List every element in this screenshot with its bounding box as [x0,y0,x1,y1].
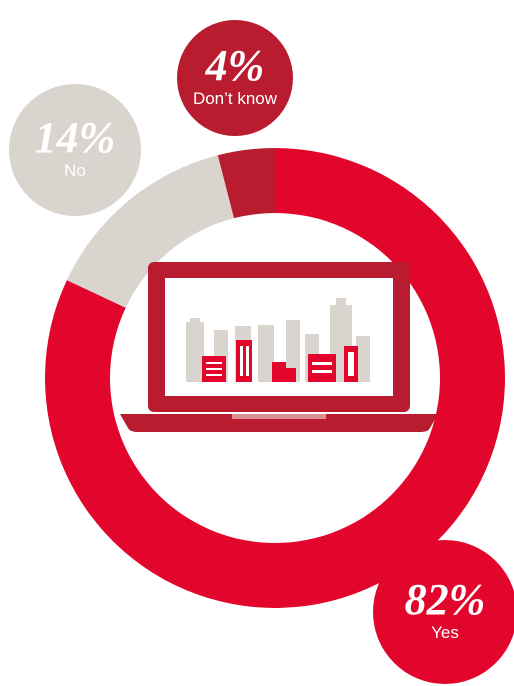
value-label: 82% [405,575,486,624]
category-label: No [64,161,86,180]
value-label: 4% [205,41,265,90]
slice [66,155,234,308]
labels: 82%Yes 14%No 4%Don’t know [9,20,514,684]
label-bubble [9,84,141,216]
label-bubble [373,540,514,684]
label-bubble [177,20,293,136]
laptop-icon [120,262,438,432]
category-label: Yes [431,623,459,642]
slice [217,148,275,219]
category-label: Don’t know [193,89,278,108]
value-label: 14% [35,113,116,162]
donut [45,148,506,608]
